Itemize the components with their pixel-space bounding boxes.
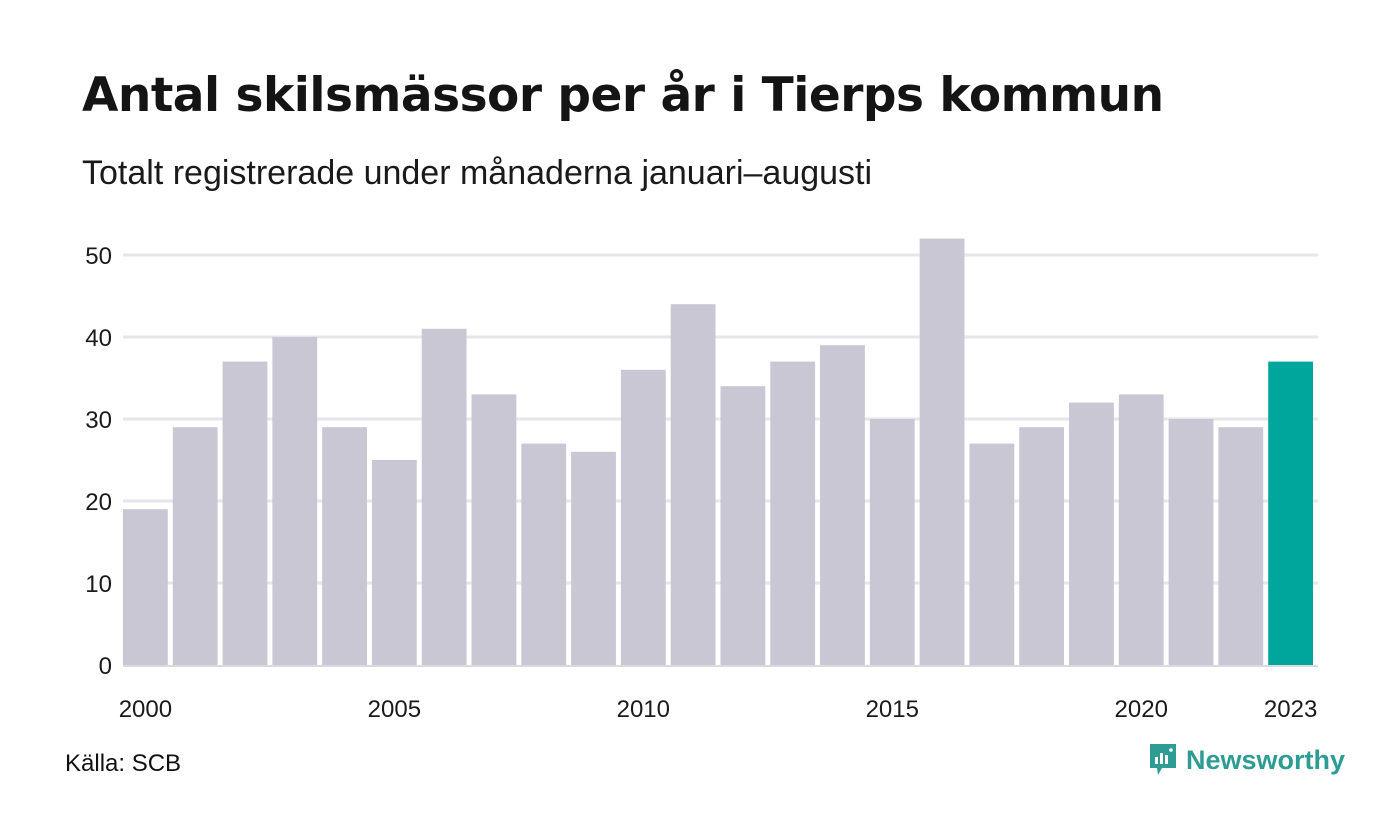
brand-name: Newsworthy	[1186, 744, 1346, 775]
bar-2004	[322, 427, 367, 665]
newsworthy-logo-icon	[1150, 744, 1176, 775]
x-tick-label: 2020	[1115, 696, 1168, 723]
chart-subtitle: Totalt registrerade under månaderna janu…	[82, 154, 873, 192]
bar-2014	[820, 345, 865, 665]
bar-chart: 0 10 20 30 40 50 2000 2005 2010 2015 2020 2023	[85, 238, 1318, 723]
bar-2010	[620, 369, 666, 665]
bar-2002	[222, 361, 268, 665]
y-tick-label: 20	[85, 489, 112, 516]
bar-2017	[969, 443, 1015, 665]
bar-2023	[1268, 361, 1313, 665]
bar-2012	[720, 386, 766, 665]
bar-2008	[521, 443, 567, 665]
y-tick-label: 0	[99, 653, 112, 680]
bar-2011	[670, 304, 716, 665]
bar-2003	[272, 337, 318, 665]
bar-2021	[1168, 419, 1214, 665]
bar-2016	[919, 238, 965, 665]
x-tick-label: 2023	[1264, 696, 1317, 723]
chart-title: Antal skilsmässor per år i Tierps kommun	[82, 68, 1164, 123]
bar-2005	[371, 460, 417, 665]
bar-2000	[123, 509, 168, 665]
y-tick-label: 40	[85, 325, 112, 352]
bar-2001	[172, 427, 218, 665]
bar-2013	[770, 361, 816, 665]
x-tick-label: 2005	[368, 696, 421, 723]
bar-2006	[421, 328, 467, 665]
y-tick-label: 10	[85, 571, 112, 598]
y-tick-label: 30	[85, 407, 112, 434]
y-tick-label: 50	[85, 243, 112, 270]
source-note: Källa: SCB	[65, 750, 182, 777]
x-tick-label: 2010	[617, 696, 670, 723]
bar-2018	[1019, 427, 1065, 665]
bar-2020	[1118, 394, 1164, 665]
bar-2019	[1069, 402, 1114, 665]
bar-2007	[471, 394, 517, 665]
x-tick-label: 2000	[119, 696, 172, 723]
bar-2022	[1218, 427, 1264, 665]
bar-2009	[571, 451, 616, 665]
bar-2015	[869, 419, 915, 665]
newsworthy-logo: Newsworthy	[1148, 742, 1345, 778]
x-tick-label: 2015	[866, 696, 919, 723]
